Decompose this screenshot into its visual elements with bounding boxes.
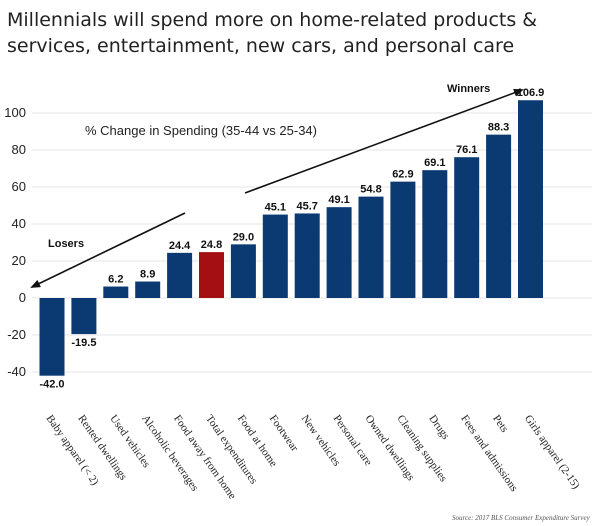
bar — [199, 252, 224, 298]
y-tick-label: 0 — [19, 290, 26, 305]
bar — [71, 298, 97, 335]
y-tick-label: -40 — [7, 364, 26, 379]
bar-value-label: 69.1 — [424, 157, 445, 169]
bar-value-label: 88.3 — [488, 122, 509, 134]
y-tick-label: 60 — [12, 179, 26, 194]
bar — [454, 157, 480, 298]
bar — [167, 252, 193, 298]
bar — [326, 207, 352, 298]
bar-value-label: 76.1 — [456, 144, 477, 156]
category-label: Girls apparel (2-15) — [522, 413, 582, 492]
category-label: Fees and admissions — [458, 413, 520, 494]
winners-label: Winners — [447, 83, 490, 95]
bar-value-label: -42.0 — [39, 379, 64, 391]
bar-value-label: 45.1 — [265, 202, 286, 214]
bar-value-label: 24.8 — [201, 239, 222, 251]
bar-value-label: 106.9 — [517, 87, 545, 99]
winners-arrow — [244, 89, 524, 194]
bar — [39, 298, 65, 376]
bar — [262, 214, 288, 298]
bar-value-label: 62.9 — [392, 169, 413, 181]
y-tick-label: 40 — [12, 216, 26, 231]
source-note: Source: 2017 BLS Consumer Expenditure Su… — [452, 514, 591, 522]
chart-subtitle: % Change in Spending (35-44 vs 25-34) — [85, 123, 317, 138]
bar-value-label: -19.5 — [71, 337, 96, 349]
bar — [135, 281, 161, 298]
bar-value-label: 29.0 — [233, 231, 254, 243]
losers-arrow — [30, 212, 186, 288]
y-tick-label: 80 — [12, 142, 26, 157]
category-label: Drugs — [426, 413, 451, 442]
value-labels: -42.0 -19.5 6.2 8.9 24.4 24.8 29.0 45.1 45.7 49.1… — [39, 87, 544, 390]
bar-value-label: 8.9 — [140, 269, 155, 281]
category-label: Alcoholic beverages — [139, 413, 201, 494]
bar — [358, 196, 384, 298]
chart-title-line-1: Millennials will spend more on home-rela… — [7, 9, 537, 31]
bar — [294, 213, 320, 298]
y-tick-label: -20 — [7, 327, 26, 342]
y-tick-label: 100 — [4, 105, 26, 120]
bar-value-label: 54.8 — [360, 184, 381, 196]
bar — [518, 100, 543, 298]
bar-value-label: 45.7 — [296, 200, 317, 212]
bar-value-label: 6.2 — [108, 274, 123, 286]
category-label: Footwear — [267, 413, 301, 454]
losers-label: Losers — [48, 238, 84, 250]
chart-title-line-2: services, entertainment, new cars, and p… — [7, 35, 514, 57]
y-axis-ticks: -40 -20 0 20 40 60 80 100 — [4, 105, 26, 379]
y-tick-label: 20 — [12, 253, 26, 268]
bar-value-label: 24.4 — [169, 240, 191, 252]
bars — [39, 100, 543, 376]
category-label: Pets — [490, 413, 510, 435]
bar — [422, 170, 448, 298]
bar — [103, 286, 129, 298]
bar — [390, 181, 416, 298]
bar-value-label: 49.1 — [328, 194, 349, 206]
bar — [486, 134, 512, 298]
bar — [230, 244, 256, 298]
